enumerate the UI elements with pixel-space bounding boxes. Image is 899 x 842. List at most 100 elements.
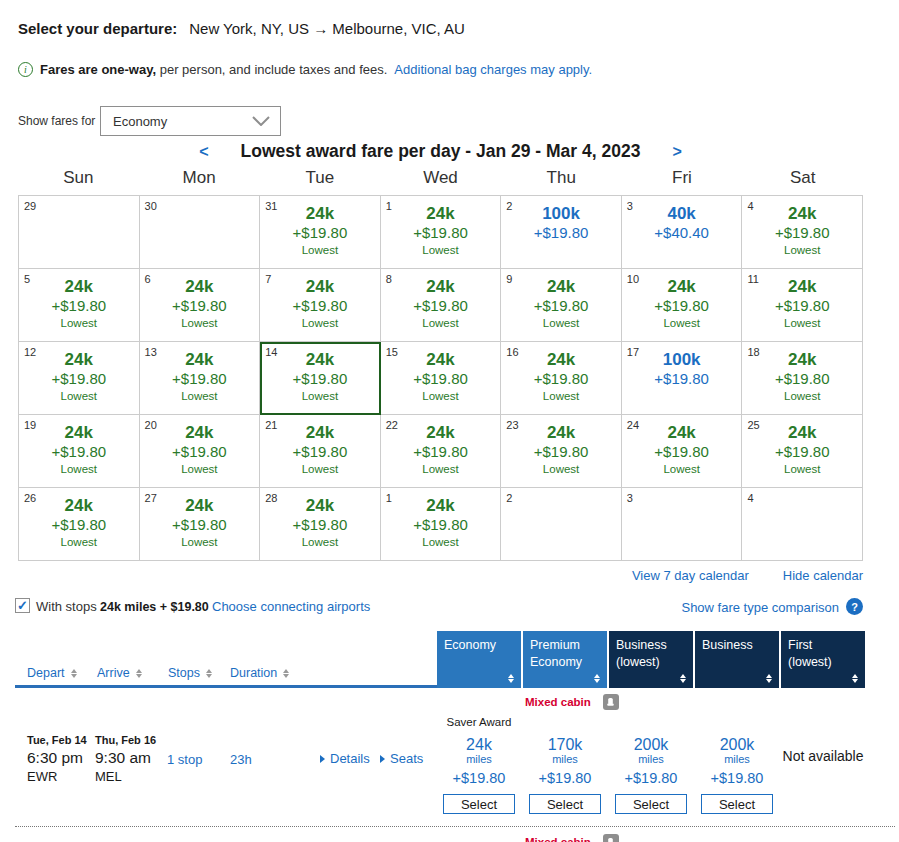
sort-duration[interactable]: Duration bbox=[230, 666, 289, 680]
fare-miles: 24k bbox=[622, 422, 742, 443]
sort-icon bbox=[283, 669, 289, 678]
calendar-cell[interactable]: 924k+$19.80Lowest bbox=[501, 269, 622, 342]
calendar-cell[interactable]: 1224k+$19.80Lowest bbox=[19, 342, 140, 415]
fare-stack: 100k+$19.80 bbox=[501, 196, 621, 243]
select-button[interactable]: Select bbox=[443, 794, 515, 814]
lowest-label: Lowest bbox=[140, 535, 260, 549]
fare-class-header-premium-economy[interactable]: PremiumEconomy bbox=[523, 631, 607, 688]
calendar-cell[interactable]: 1524k+$19.80Lowest bbox=[381, 342, 502, 415]
cabin-select[interactable]: Economy bbox=[100, 106, 281, 136]
calendar-prev-icon[interactable]: < bbox=[199, 143, 208, 161]
row-divider bbox=[15, 826, 895, 827]
fare-class-header-first-lowest[interactable]: First(lowest) bbox=[781, 631, 865, 688]
seat-icon[interactable] bbox=[603, 694, 619, 710]
calendar-cell[interactable]: 1324k+$19.80Lowest bbox=[140, 342, 261, 415]
fare-notice: i Fares are one-way, per person, and inc… bbox=[18, 62, 592, 77]
sort-icon bbox=[71, 669, 77, 678]
fare-option: 200kmiles+$19.80Select bbox=[609, 737, 693, 814]
calendar-cell[interactable]: 2024k+$19.80Lowest bbox=[140, 415, 261, 488]
weekday-header: Sat bbox=[742, 168, 863, 188]
hide-calendar-link[interactable]: Hide calendar bbox=[783, 568, 863, 583]
lowest-label: Lowest bbox=[260, 243, 380, 257]
duration-link[interactable]: 23h bbox=[230, 752, 252, 767]
not-available-label: Not available bbox=[775, 748, 871, 764]
calendar-cell[interactable]: 424k+$19.80Lowest bbox=[742, 196, 863, 269]
seats-link[interactable]: Seats bbox=[380, 751, 423, 766]
lowest-label: Lowest bbox=[501, 462, 621, 476]
fare-fee: +$19.80 bbox=[381, 297, 501, 316]
calendar-cell[interactable]: 3124k+$19.80Lowest bbox=[260, 196, 381, 269]
calendar-next-icon[interactable]: > bbox=[672, 143, 681, 161]
calendar-cell[interactable]: 2324k+$19.80Lowest bbox=[501, 415, 622, 488]
details-link[interactable]: Details bbox=[320, 751, 370, 766]
lowest-label: Lowest bbox=[19, 316, 139, 330]
help-icon[interactable]: ? bbox=[846, 598, 863, 615]
calendar-cell[interactable]: 1924k+$19.80Lowest bbox=[19, 415, 140, 488]
calendar-cell[interactable]: 824k+$19.80Lowest bbox=[381, 269, 502, 342]
calendar-cell-selected[interactable]: 1424k+$19.80Lowest bbox=[260, 342, 381, 415]
lowest-label: Lowest bbox=[19, 462, 139, 476]
fare-comparison-link[interactable]: Show fare type comparison bbox=[681, 600, 839, 615]
fare-miles: 24k bbox=[742, 276, 862, 297]
chevron-down-icon bbox=[252, 116, 270, 126]
lowest-label: Lowest bbox=[260, 462, 380, 476]
calendar-cell[interactable]: 2724k+$19.80Lowest bbox=[140, 488, 261, 561]
fare-fee: +$19.80 bbox=[260, 370, 380, 389]
fare-miles-unit: miles bbox=[437, 753, 521, 766]
lowest-label: Lowest bbox=[140, 389, 260, 403]
fare-miles: 24k bbox=[742, 349, 862, 370]
bag-charges-link[interactable]: Additional bag charges may apply. bbox=[394, 62, 592, 77]
sort-depart[interactable]: Depart bbox=[27, 666, 77, 680]
fare-fee: +$19.80 bbox=[19, 370, 139, 389]
calendar-cell[interactable]: 624k+$19.80Lowest bbox=[140, 269, 261, 342]
fare-miles: 24k bbox=[260, 276, 380, 297]
calendar-cell[interactable]: 1124k+$19.80Lowest bbox=[742, 269, 863, 342]
calendar-cell[interactable]: 1624k+$19.80Lowest bbox=[501, 342, 622, 415]
day-number: 24 bbox=[627, 419, 639, 431]
calendar-cell[interactable]: 2524k+$19.80Lowest bbox=[742, 415, 863, 488]
fare-stack: 24k+$19.80Lowest bbox=[19, 269, 139, 330]
select-button[interactable]: Select bbox=[529, 794, 601, 814]
sort-icon bbox=[136, 669, 142, 678]
fare-class-label: (lowest) bbox=[616, 654, 686, 671]
fare-stack: 24k+$19.80Lowest bbox=[381, 196, 501, 257]
select-button[interactable]: Select bbox=[615, 794, 687, 814]
view-7-day-link[interactable]: View 7 day calendar bbox=[632, 568, 749, 583]
calendar-cell[interactable]: 524k+$19.80Lowest bbox=[19, 269, 140, 342]
calendar-cell[interactable]: 340k+$40.40 bbox=[622, 196, 743, 269]
calendar-cell[interactable]: 17100k+$19.80 bbox=[622, 342, 743, 415]
calendar-cell[interactable]: 2824k+$19.80Lowest bbox=[260, 488, 381, 561]
connecting-airports-link[interactable]: Choose connecting airports bbox=[212, 599, 370, 614]
with-stops-checkbox[interactable]: ✓ bbox=[15, 598, 30, 613]
calendar-cell[interactable]: 724k+$19.80Lowest bbox=[260, 269, 381, 342]
calendar-cell[interactable]: 2124k+$19.80Lowest bbox=[260, 415, 381, 488]
fare-fee: +$19.80 bbox=[742, 297, 862, 316]
calendar-cell[interactable]: 124k+$19.80Lowest bbox=[381, 488, 502, 561]
fare-stack: 24k+$19.80Lowest bbox=[381, 488, 501, 549]
fare-fee: +$19.80 bbox=[140, 516, 260, 535]
calendar-cell[interactable]: 2424k+$19.80Lowest bbox=[622, 415, 743, 488]
mixed-cabin-label: Mixed cabin bbox=[525, 696, 591, 708]
seat-icon[interactable] bbox=[603, 834, 619, 842]
fare-miles: 24k bbox=[381, 422, 501, 443]
fare-class-header-economy[interactable]: Economy bbox=[437, 631, 521, 688]
fare-miles: 24k bbox=[19, 276, 139, 297]
fare-fee: +$19.80 bbox=[19, 297, 139, 316]
fare-miles: 24k bbox=[19, 349, 139, 370]
calendar-cell: 30 bbox=[140, 196, 261, 269]
stops-link[interactable]: 1 stop bbox=[167, 752, 202, 767]
fare-stack: 24k+$19.80Lowest bbox=[622, 269, 742, 330]
calendar-cell[interactable]: 1824k+$19.80Lowest bbox=[742, 342, 863, 415]
sort-arrive[interactable]: Arrive bbox=[97, 666, 142, 680]
fare-class-header-business[interactable]: Business bbox=[695, 631, 779, 688]
calendar-cell[interactable]: 2624k+$19.80Lowest bbox=[19, 488, 140, 561]
day-number: 20 bbox=[145, 419, 157, 431]
calendar-cell[interactable]: 124k+$19.80Lowest bbox=[381, 196, 502, 269]
sort-stops[interactable]: Stops bbox=[168, 666, 212, 680]
fare-class-header-business-lowest[interactable]: Business(lowest) bbox=[609, 631, 693, 688]
calendar-cell[interactable]: 2224k+$19.80Lowest bbox=[381, 415, 502, 488]
stops-bar: ✓ With stops 24k miles + $19.80 Choose c… bbox=[15, 597, 863, 619]
calendar-cell[interactable]: 2100k+$19.80 bbox=[501, 196, 622, 269]
select-button[interactable]: Select bbox=[701, 794, 773, 814]
calendar-cell[interactable]: 1024k+$19.80Lowest bbox=[622, 269, 743, 342]
